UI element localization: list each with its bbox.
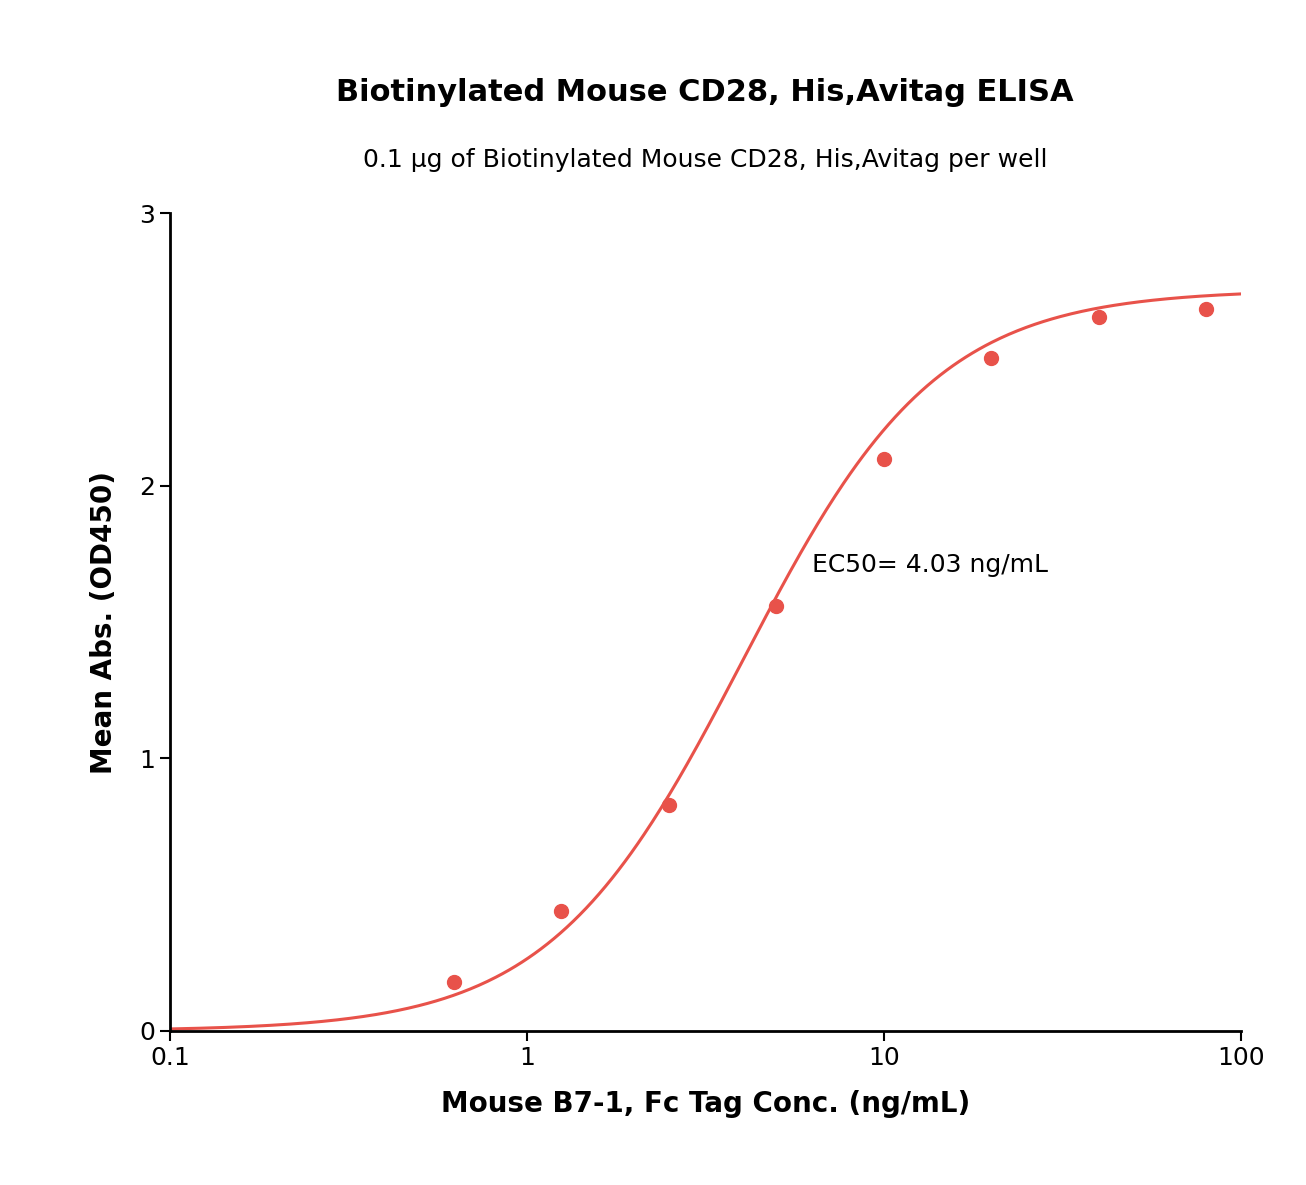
Point (1196, 300, 1217, 319)
Point (444, 973, 465, 992)
Text: EC50= 4.03 ng/mL: EC50= 4.03 ng/mL (812, 553, 1049, 577)
Point (874, 449, 895, 468)
X-axis label: Mouse B7-1, Fc Tag Conc. (ng/mL): Mouse B7-1, Fc Tag Conc. (ng/mL) (440, 1090, 970, 1119)
Point (658, 795, 679, 814)
Point (1088, 307, 1109, 326)
Text: Biotinylated Mouse CD28, His,Avitag ELISA: Biotinylated Mouse CD28, His,Avitag ELIS… (337, 78, 1074, 107)
Point (981, 348, 1002, 367)
Point (551, 902, 572, 921)
Point (765, 596, 786, 615)
Text: 0.1 μg of Biotinylated Mouse CD28, His,Avitag per well: 0.1 μg of Biotinylated Mouse CD28, His,A… (363, 148, 1047, 172)
Y-axis label: Mean Abs. (OD450): Mean Abs. (OD450) (90, 470, 119, 774)
